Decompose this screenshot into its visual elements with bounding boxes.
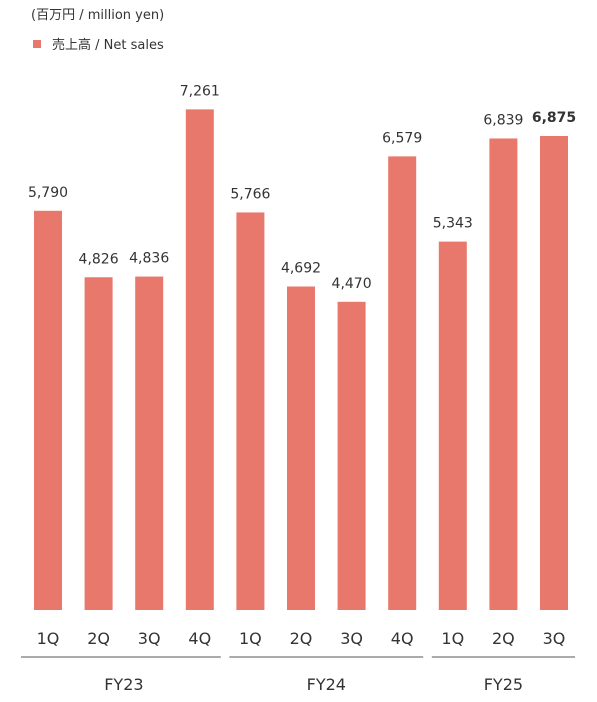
bar-2: [84, 277, 113, 610]
bar-8: [388, 156, 417, 610]
value-label-6: 4,692: [281, 260, 321, 276]
unit-label: (百万円 / million yen): [31, 8, 165, 23]
value-label-9: 5,343: [433, 216, 473, 232]
value-label-2: 4,826: [79, 251, 119, 267]
value-label-8: 6,579: [382, 130, 422, 146]
quarter-label-7: 3Q: [340, 629, 363, 648]
quarter-label-2: 2Q: [87, 629, 110, 648]
quarter-label-4: 4Q: [188, 629, 211, 648]
quarter-label-11: 3Q: [543, 629, 566, 648]
quarter-label-1: 1Q: [37, 629, 60, 648]
quarter-label-10: 2Q: [492, 629, 515, 648]
bar-4: [185, 109, 214, 610]
quarter-label-3: 3Q: [138, 629, 161, 648]
bar-5: [236, 212, 265, 611]
value-label-11: 6,875: [532, 110, 576, 126]
bar-10: [489, 138, 518, 611]
value-label-7: 4,470: [332, 276, 372, 292]
bar-3: [135, 276, 164, 610]
bar-6: [287, 286, 315, 610]
group-label-fy23: FY23: [104, 675, 143, 694]
value-label-4: 7,261: [180, 83, 220, 99]
group-label-fy24: FY24: [307, 675, 346, 694]
quarter-label-8: 4Q: [391, 629, 414, 648]
value-label-3: 4,836: [129, 251, 169, 267]
group-label-fy25: FY25: [484, 675, 523, 694]
bar-1: [34, 210, 62, 610]
bar-11: [540, 135, 568, 610]
legend: 売上高 / Net sales: [33, 34, 164, 53]
quarter-label-6: 2Q: [290, 629, 313, 648]
value-label-5: 5,766: [230, 186, 270, 202]
legend-label: 売上高 / Net sales: [52, 38, 164, 53]
bar-7: [337, 301, 366, 610]
quarter-label-9: 1Q: [441, 629, 464, 648]
bar-9: [438, 241, 467, 611]
value-label-10: 6,839: [483, 112, 523, 128]
quarter-label-5: 1Q: [239, 629, 262, 648]
value-label-1: 5,790: [28, 185, 68, 201]
legend-swatch: [33, 39, 41, 48]
